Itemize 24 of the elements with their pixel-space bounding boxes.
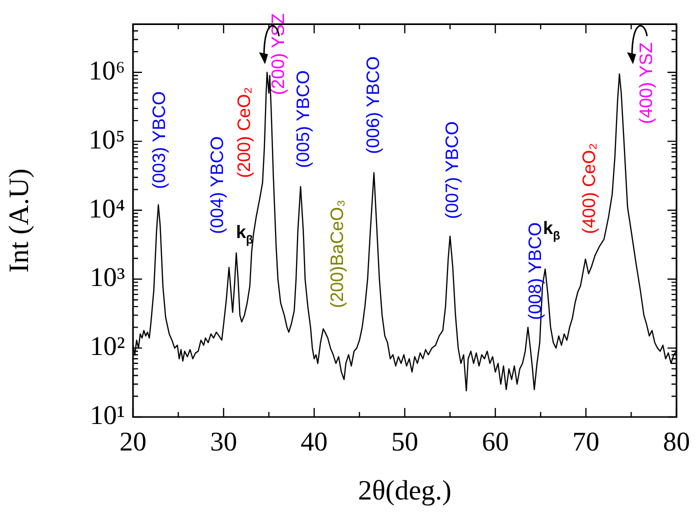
x-tick-label: 30	[210, 426, 238, 456]
annotation: (008) YBCO	[524, 222, 545, 320]
annotation: (005) YBCO	[292, 70, 313, 168]
annotation: (200) YSZ	[268, 13, 288, 95]
annotation: (004) YBCO	[206, 136, 227, 234]
y-axis-title: Int (A.U)	[4, 168, 36, 273]
x-tick-label: 50	[391, 426, 418, 456]
x-tick-label: 80	[663, 426, 690, 456]
x-tick-label: 60	[482, 426, 509, 456]
annotation: (200) CeO₂	[234, 86, 254, 178]
annotation: (200)BaCeO₃	[326, 200, 347, 308]
annotation: (007) YBCO	[442, 121, 462, 219]
y-tick-label: 10⁴	[88, 193, 125, 224]
annotation: (006) YBCO	[362, 56, 383, 154]
x-tick-label: 40	[300, 426, 328, 456]
y-tick-label: 10³	[90, 262, 125, 292]
x-tick-label: 70	[572, 426, 600, 456]
x-axis-title: 2θ(deg.)	[358, 476, 452, 507]
y-tick-label: 10⁶	[88, 55, 125, 86]
y-tick-label: 10⁵	[88, 124, 125, 154]
y-tick-label: 10²	[90, 331, 125, 362]
annotation: (003) YBCO	[148, 91, 169, 189]
annotation: (400) CeO₂	[578, 142, 599, 234]
annotation: (400) YSZ	[636, 42, 656, 124]
